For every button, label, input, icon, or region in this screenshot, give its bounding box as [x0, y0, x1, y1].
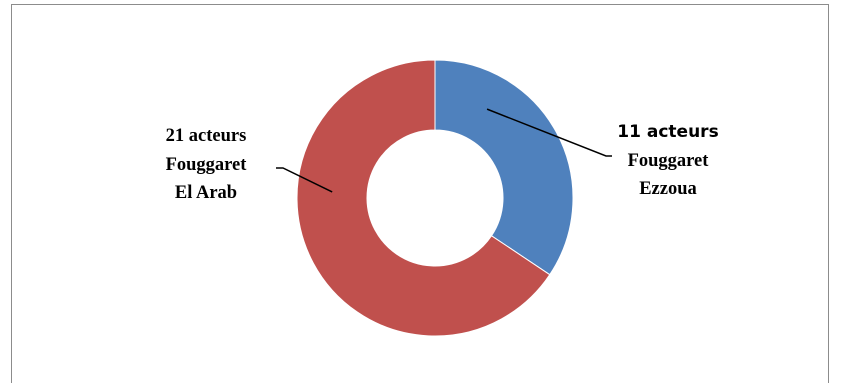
- data-label-ezzoua-line-2: Fouggaret: [628, 151, 710, 171]
- data-label-el-arab-line-1: 21 acteurs: [166, 126, 247, 146]
- data-label-ezzoua: 11 acteurs Fouggaret Ezzoua: [617, 122, 718, 199]
- data-label-ezzoua-line-3: Ezzoua: [639, 179, 697, 199]
- data-label-ezzoua-line-1: 11 acteurs: [617, 122, 718, 142]
- leader-lines: [276, 108, 612, 193]
- donut-slices: [296, 59, 574, 337]
- leader-line-el-arab: [276, 167, 333, 193]
- leader-line-ezzoua: [486, 108, 612, 157]
- data-label-el-arab-line-3: El Arab: [175, 183, 237, 203]
- data-label-el-arab-line-2: Fouggaret: [166, 155, 248, 175]
- donut-slice-el-arab: [296, 59, 551, 337]
- donut-slice-ezzoua: [434, 59, 574, 276]
- data-label-el-arab: 21 acteurs Fouggaret El Arab: [166, 126, 248, 203]
